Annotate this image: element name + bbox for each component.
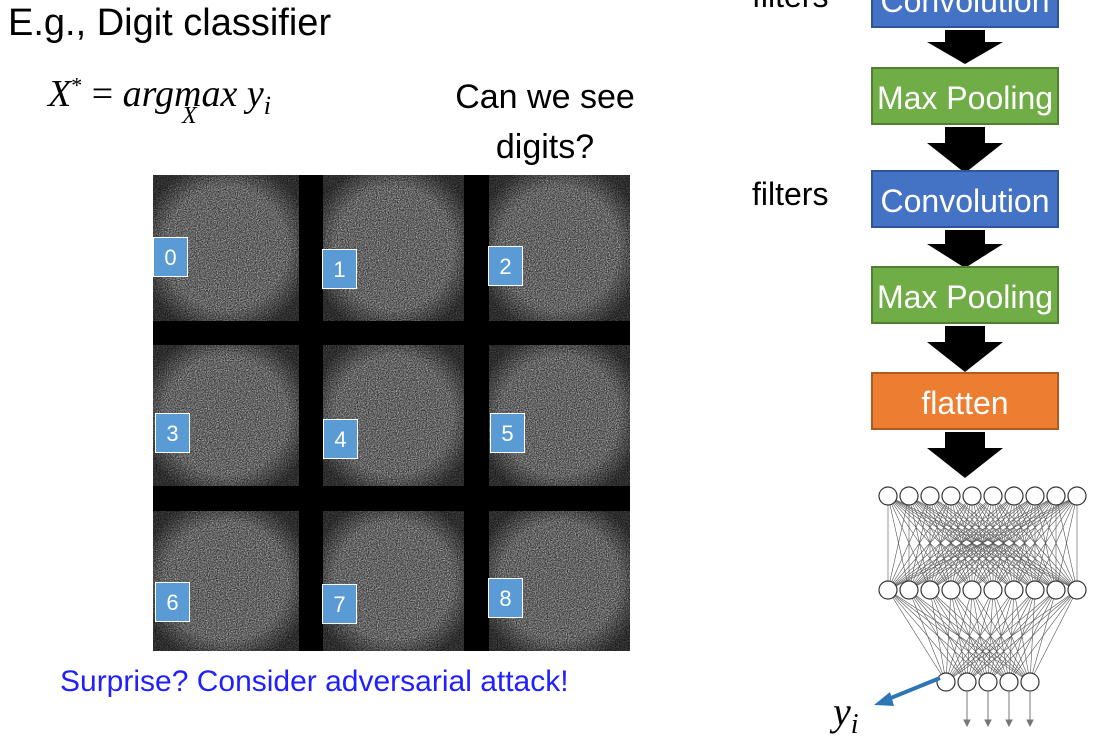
arrow-down-icon	[927, 127, 1003, 173]
digit-label-8: 8	[488, 578, 523, 618]
convolution-block-2: Convolution	[871, 170, 1059, 228]
filters-label-top: filters	[752, 0, 828, 15]
digit-label-4: 4	[323, 419, 358, 459]
digit-label-1: 1	[322, 249, 357, 289]
caption: Surprise? Consider adversarial attack!	[60, 665, 569, 698]
formula-arg: arg	[122, 73, 175, 115]
fully-connected-network	[878, 486, 1087, 728]
digit-label-0: 0	[153, 237, 188, 277]
formula-subscript-x: X	[182, 103, 197, 129]
filters-label: filters	[752, 176, 829, 212]
formula-subscript-i: i	[263, 91, 271, 120]
formula-lhs: X	[48, 73, 72, 115]
output-label: yi	[833, 689, 859, 740]
arrow-down-icon	[927, 230, 1003, 268]
convolution-block-1: Convolution	[871, 0, 1059, 28]
question-text: Can we see digits?	[455, 78, 635, 166]
slide-title: E.g., Digit classifier	[8, 2, 332, 44]
generated-digit-images	[153, 175, 630, 651]
digit-label-6: 6	[155, 582, 190, 622]
digit-label-7: 7	[322, 584, 357, 624]
digit-label-2: 2	[488, 246, 523, 286]
arrow-down-icon	[927, 432, 1003, 478]
output-arrow-icon	[874, 676, 941, 706]
arrow-down-icon	[927, 30, 1003, 64]
output-subscript: i	[850, 709, 859, 740]
argmax-formula: X* = argmax X yi	[48, 72, 271, 129]
max-pooling-block-1: Max Pooling	[871, 67, 1059, 125]
digit-label-5: 5	[490, 413, 525, 453]
flatten-block: flatten	[871, 372, 1059, 430]
digit-label-3: 3	[155, 413, 190, 453]
max-pooling-block-2: Max Pooling	[871, 266, 1059, 324]
arrow-down-icon	[927, 326, 1003, 372]
